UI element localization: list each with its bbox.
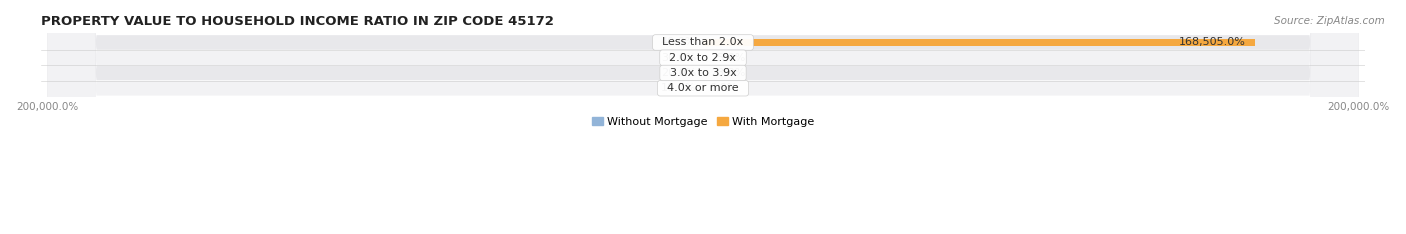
Text: Source: ZipAtlas.com: Source: ZipAtlas.com (1274, 16, 1385, 26)
FancyBboxPatch shape (48, 0, 1358, 234)
Text: 168,505.0%: 168,505.0% (1178, 37, 1246, 48)
FancyBboxPatch shape (48, 0, 1358, 234)
Text: 2.0x to 2.9x: 2.0x to 2.9x (662, 53, 744, 63)
Text: 4.0x or more: 4.0x or more (661, 83, 745, 93)
Text: 23.3%: 23.3% (710, 68, 745, 78)
FancyBboxPatch shape (48, 0, 1358, 234)
Text: 20.0%: 20.0% (661, 68, 696, 78)
Text: 3.0x to 3.9x: 3.0x to 3.9x (662, 68, 744, 78)
Text: 30.0%: 30.0% (661, 53, 696, 63)
Text: 75.0%: 75.0% (710, 53, 745, 63)
Text: 10.0%: 10.0% (661, 83, 696, 93)
Text: 0.0%: 0.0% (710, 83, 738, 93)
Bar (703, 39, 1256, 46)
Text: Less than 2.0x: Less than 2.0x (655, 37, 751, 48)
Legend: Without Mortgage, With Mortgage: Without Mortgage, With Mortgage (592, 117, 814, 127)
Text: PROPERTY VALUE TO HOUSEHOLD INCOME RATIO IN ZIP CODE 45172: PROPERTY VALUE TO HOUSEHOLD INCOME RATIO… (41, 15, 554, 28)
Text: 40.0%: 40.0% (661, 37, 696, 48)
FancyBboxPatch shape (48, 0, 1358, 234)
